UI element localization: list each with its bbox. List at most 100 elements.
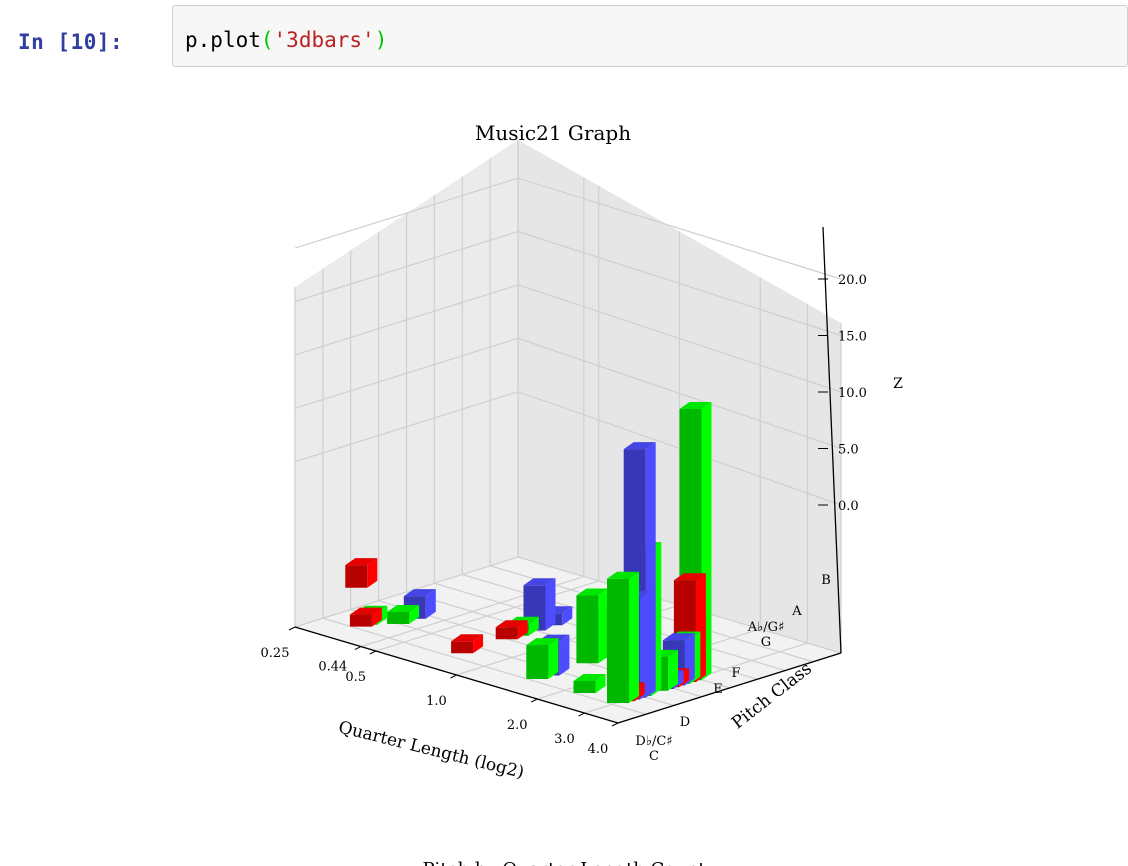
x-tick-label: 1.0 bbox=[426, 694, 447, 709]
bars bbox=[345, 402, 712, 703]
bar bbox=[345, 558, 378, 588]
bar-top bbox=[387, 605, 420, 612]
z-axis-title: Z bbox=[893, 376, 903, 392]
bar-front bbox=[495, 627, 518, 640]
bar-side bbox=[371, 607, 382, 627]
bar-top bbox=[623, 442, 656, 450]
axes-lines bbox=[288, 226, 842, 727]
bar bbox=[387, 605, 420, 624]
bar-front bbox=[607, 578, 629, 703]
bar-top bbox=[345, 558, 378, 566]
bar-top bbox=[573, 674, 606, 681]
y-tick-label: D♭/C♯ bbox=[635, 734, 672, 749]
bar-side bbox=[545, 578, 556, 631]
bar-side bbox=[598, 588, 609, 664]
y-axis-line bbox=[617, 652, 842, 724]
code-input[interactable]: p.plot('3dbars') bbox=[172, 5, 1128, 67]
y-tick-label: B bbox=[821, 573, 831, 588]
grid-line-y bbox=[322, 617, 647, 715]
z-axis-line bbox=[822, 226, 842, 654]
bar-top bbox=[495, 620, 528, 628]
bar-side bbox=[559, 634, 570, 676]
bar-side bbox=[548, 638, 559, 679]
y-tick-label: C bbox=[649, 749, 659, 764]
bar-front bbox=[573, 681, 596, 693]
chart-3d-bars: 0.0 5.0 10.0 15.0 20.0 0.25 0.440.5 1.0 2.0 3.0 4.… bbox=[261, 121, 904, 866]
bar-side bbox=[629, 571, 639, 703]
grid-line-z bbox=[294, 230, 842, 337]
bar bbox=[495, 620, 528, 640]
z-tick-label: 10.0 bbox=[838, 386, 867, 401]
bar-top bbox=[607, 571, 639, 579]
x-tick bbox=[450, 674, 457, 679]
bar-side bbox=[473, 634, 484, 654]
bar bbox=[451, 634, 484, 654]
x-axis-title: Quarter Length (log2) bbox=[336, 717, 526, 783]
x-tick-label: 4.0 bbox=[588, 742, 609, 757]
z-tick-label: 5.0 bbox=[838, 443, 859, 458]
chart-title: Music21 Graph bbox=[475, 121, 631, 145]
grid-line-z bbox=[294, 337, 842, 450]
x-tick bbox=[578, 712, 585, 717]
x-tick-label: 3.0 bbox=[554, 732, 575, 747]
x-tick bbox=[369, 650, 376, 655]
bar-top bbox=[673, 573, 706, 581]
y-tick-label: G bbox=[761, 635, 771, 650]
bar-top bbox=[523, 578, 556, 586]
bar-front bbox=[576, 595, 599, 664]
bar-front bbox=[526, 645, 549, 679]
bar-side bbox=[367, 558, 378, 588]
bar-side bbox=[640, 590, 651, 700]
x-tick bbox=[288, 626, 296, 631]
bar bbox=[576, 588, 609, 664]
bar-side bbox=[668, 649, 678, 691]
bar-side bbox=[595, 674, 606, 693]
chart-caption: Pitch by Quarter Length Count bbox=[422, 859, 706, 866]
bar bbox=[523, 578, 556, 631]
y-tick-label: E bbox=[713, 682, 723, 697]
code-open-paren: ( bbox=[260, 28, 274, 52]
x-tick-label: 2.0 bbox=[507, 718, 528, 733]
bar bbox=[573, 674, 606, 693]
bar-side bbox=[425, 589, 436, 619]
bar-top bbox=[576, 588, 609, 596]
bar-front bbox=[345, 565, 368, 588]
bar-top bbox=[451, 634, 484, 642]
y-tick-label: F bbox=[731, 666, 740, 681]
y-tick-label: D bbox=[680, 715, 690, 730]
bar-top bbox=[662, 633, 695, 641]
bar bbox=[349, 607, 382, 627]
x-tick bbox=[354, 646, 362, 651]
x-tick-label: 0.25 bbox=[261, 646, 290, 661]
bar-front bbox=[349, 614, 372, 627]
bar-side bbox=[409, 605, 420, 624]
code-method: .plot bbox=[197, 28, 261, 52]
bar-top bbox=[349, 607, 382, 615]
x-tick-label: 0.5 bbox=[345, 670, 366, 685]
bar bbox=[526, 638, 559, 679]
bar-front bbox=[387, 612, 410, 624]
bar-top bbox=[679, 402, 712, 409]
code-string-arg: '3dbars' bbox=[273, 28, 375, 52]
code-line: p.plot('3dbars') bbox=[185, 28, 387, 52]
bar-side bbox=[562, 606, 573, 626]
bar-top bbox=[526, 638, 559, 646]
code-object: p bbox=[185, 28, 198, 52]
y-tick-label: A♭/G♯ bbox=[747, 620, 785, 635]
z-tick-label: 15.0 bbox=[838, 330, 867, 345]
grid-line-z bbox=[294, 284, 842, 393]
code-close-paren: ) bbox=[374, 28, 388, 52]
bar-side bbox=[528, 616, 539, 636]
x-tick bbox=[611, 722, 619, 727]
bar-front bbox=[451, 641, 474, 654]
bar-top bbox=[403, 589, 436, 597]
z-tick-label: 20.0 bbox=[838, 273, 867, 288]
notebook-cell: In [10]: p.plot('3dbars') bbox=[0, 0, 1128, 72]
grid-line-z bbox=[294, 177, 842, 280]
x-tick bbox=[531, 698, 538, 703]
input-prompt: In [10]: bbox=[18, 30, 124, 54]
y-tick-label: A bbox=[791, 604, 802, 619]
z-tick-label: 0.0 bbox=[838, 499, 859, 514]
bar bbox=[607, 571, 639, 703]
grid-line-z bbox=[294, 391, 842, 506]
